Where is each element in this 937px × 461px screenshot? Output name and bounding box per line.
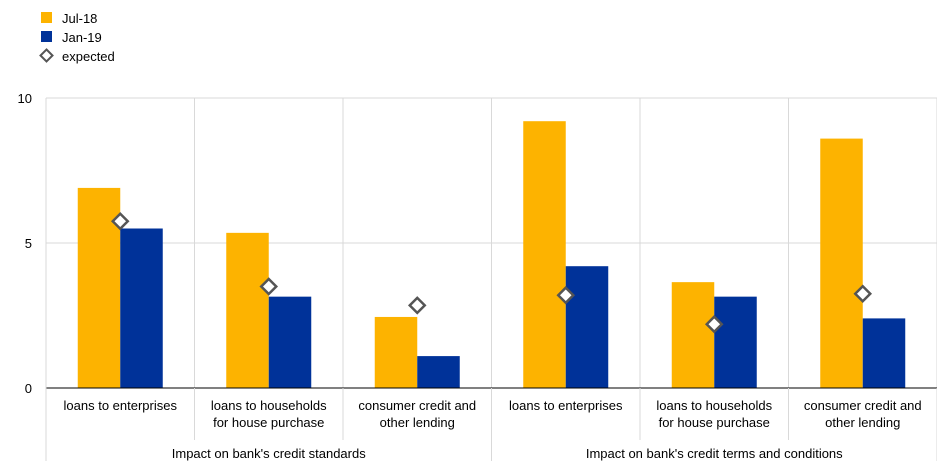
category-label: other lending [825, 415, 900, 430]
bar-jul-18 [523, 121, 566, 388]
bars [77, 121, 906, 388]
group-label: Impact on bank's credit terms and condit… [586, 446, 843, 461]
legend-swatch-jul-18 [41, 12, 52, 23]
legend-label: expected [62, 49, 115, 64]
category-label: loans to households [656, 398, 772, 413]
bar-jul-18 [77, 187, 121, 388]
bar-jan-19 [417, 356, 460, 388]
bar-jul-18 [820, 138, 863, 388]
bar-jan-19 [862, 318, 906, 388]
y-tick-label: 10 [18, 91, 32, 106]
category-label: for house purchase [659, 415, 770, 430]
category-label: consumer credit and [358, 398, 476, 413]
legend: Jul-18 Jan-19 expected [39, 11, 115, 64]
y-tick-label: 5 [25, 236, 32, 251]
expected-marker [110, 211, 130, 231]
expected-marker [259, 277, 279, 296]
bar-jan-19 [120, 228, 163, 388]
category-label: loans to enterprises [64, 398, 178, 413]
bar-jan-19 [714, 296, 757, 388]
axes: 0 5 10 loans to enterprises loans to househo… [18, 91, 937, 461]
category-label: for house purchase [213, 415, 324, 430]
bar-jan-19 [268, 296, 312, 388]
bar-jul-18 [671, 282, 715, 388]
legend-label: Jan-19 [62, 30, 102, 45]
grid-lines [45, 97, 937, 388]
expected-markers [110, 211, 873, 334]
expected-marker [853, 284, 873, 304]
category-label: consumer credit and [804, 398, 922, 413]
expected-marker [407, 296, 427, 315]
expected-marker [556, 285, 576, 305]
bar-jul-18 [226, 232, 269, 388]
expected-marker [704, 314, 724, 334]
legend-swatch-expected [39, 48, 54, 63]
group-label: Impact on bank's credit standards [172, 446, 366, 461]
category-label: other lending [380, 415, 455, 430]
bar-jan-19 [565, 266, 609, 388]
bar-jul-18 [374, 316, 418, 388]
y-tick-label: 0 [25, 381, 32, 396]
legend-label: Jul-18 [62, 11, 97, 26]
category-label: loans to households [211, 398, 327, 413]
category-label: loans to enterprises [509, 398, 623, 413]
legend-swatch-jan-19 [41, 31, 52, 42]
